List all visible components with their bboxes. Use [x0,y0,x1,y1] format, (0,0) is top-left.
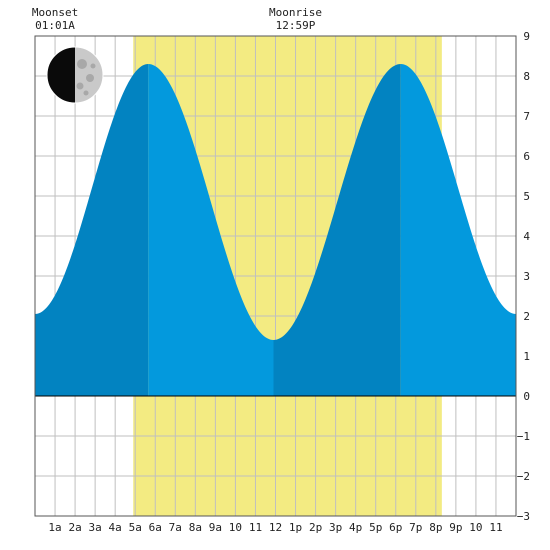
y-tick-label: 9 [523,30,530,43]
x-tick-label: 3a [89,521,102,534]
x-tick-label: 2p [309,521,322,534]
x-tick-label: 1a [48,521,61,534]
x-tick-label: 1p [289,521,302,534]
plot-frame [34,35,517,517]
x-tick-label: 8a [189,521,202,534]
moon-crater [77,59,87,69]
y-tick-label: 5 [523,190,530,203]
x-tick-label: 9a [209,521,222,534]
y-tick-label: 6 [523,150,530,163]
y-tick-labels: 9 8 7 6 5 4 3 2 1 0 −1 −2 −3 [517,30,531,523]
y-tick-label: −1 [517,430,530,443]
y-tick-label: 7 [523,110,530,123]
moon-crater [76,82,84,90]
plot-border [34,35,517,517]
moon-crater [90,63,96,69]
y-tick-label: 8 [523,70,530,83]
y-tick-label: 4 [523,230,530,243]
tide-area-layer [35,64,516,396]
tide-area-light [148,64,274,396]
y-tick-label: −3 [517,510,530,523]
moon-outline [46,46,104,104]
moon-event-label: Moonrise [269,6,322,19]
y-tick-label: −2 [517,470,530,483]
x-tick-label: 5a [129,521,142,534]
x-tick-label: 10 [229,521,242,534]
x-tick-label: 2a [68,521,81,534]
moon-phase-icon [46,46,104,104]
x-tick-label: 9p [449,521,462,534]
x-tick-label: 3p [329,521,342,534]
x-tick-label: 5p [369,521,382,534]
x-tick-label: 10 [469,521,482,534]
y-tick-label: 3 [523,270,530,283]
y-tick-label: 0 [523,390,530,403]
moon-event-time: 01:01A [35,19,75,32]
x-tick-label: 7a [169,521,182,534]
tide-area-dark [273,64,401,396]
x-tick-label: 11 [249,521,262,534]
x-tick-labels: 1a 2a 3a 4a 5a 6a 7a 8a 9a 10 11 12 1p 2p 3p 4p 5p 6p 7p 8p… [48,521,502,534]
moon-crater [86,74,94,82]
x-tick-label: 4p [349,521,362,534]
moon-event-time: 12:59P [276,19,316,32]
x-tick-label: 11 [489,521,502,534]
moon-crater [83,90,89,96]
tide-area-dark [35,64,149,396]
x-tick-label: 4a [109,521,122,534]
y-tick-label: 2 [523,310,530,323]
x-tick-label: 12 [269,521,282,534]
moon-event-label: Moonset [32,6,78,19]
x-tick-label: 7p [409,521,422,534]
x-tick-label: 8p [429,521,442,534]
y-tick-label: 1 [523,350,530,363]
x-tick-label: 6a [149,521,162,534]
x-tick-label: 6p [389,521,402,534]
tide-area-light [400,64,516,396]
